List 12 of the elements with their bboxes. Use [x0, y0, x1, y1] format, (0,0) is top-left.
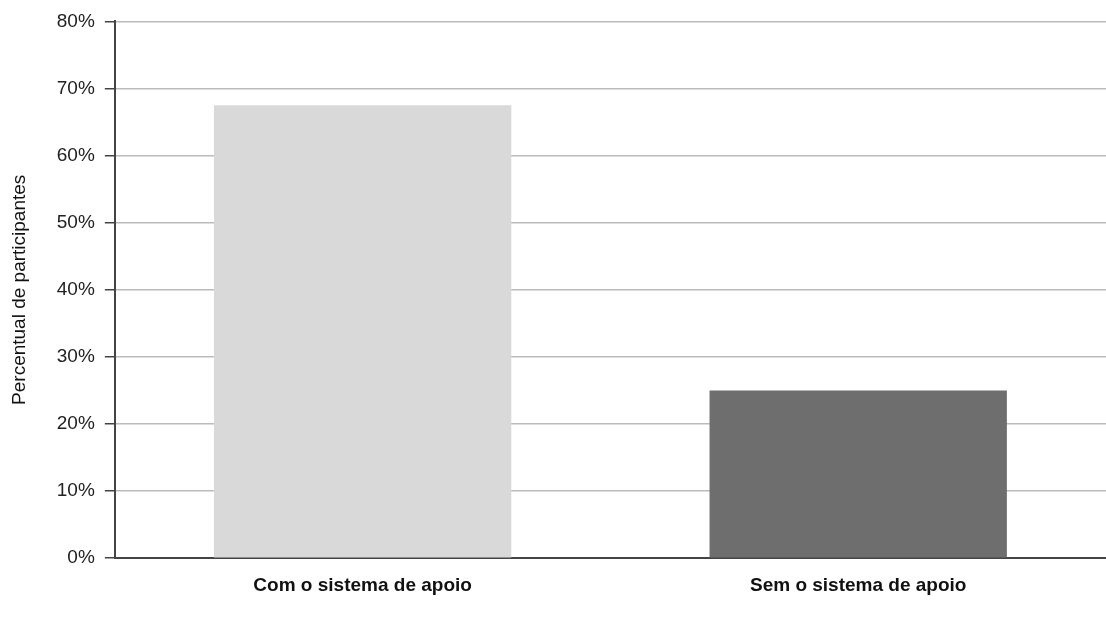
y-tick-label: 30%	[56, 345, 95, 367]
y-tick-label: 20%	[56, 412, 95, 434]
y-tick-label: 0%	[67, 546, 95, 568]
y-tick-label: 40%	[56, 278, 95, 300]
y-tick-label: 80%	[56, 9, 95, 31]
y-axis-title: Percentual de participantes	[7, 174, 29, 405]
y-tick-label: 10%	[56, 479, 95, 501]
y-tick-label: 50%	[56, 210, 95, 232]
x-tick-label: Sem o sistema de apoio	[749, 573, 967, 595]
x-tick-label: Com o sistema de apoio	[253, 573, 472, 595]
y-tick-label: 70%	[56, 76, 95, 98]
y-tick-label: 60%	[56, 143, 95, 165]
